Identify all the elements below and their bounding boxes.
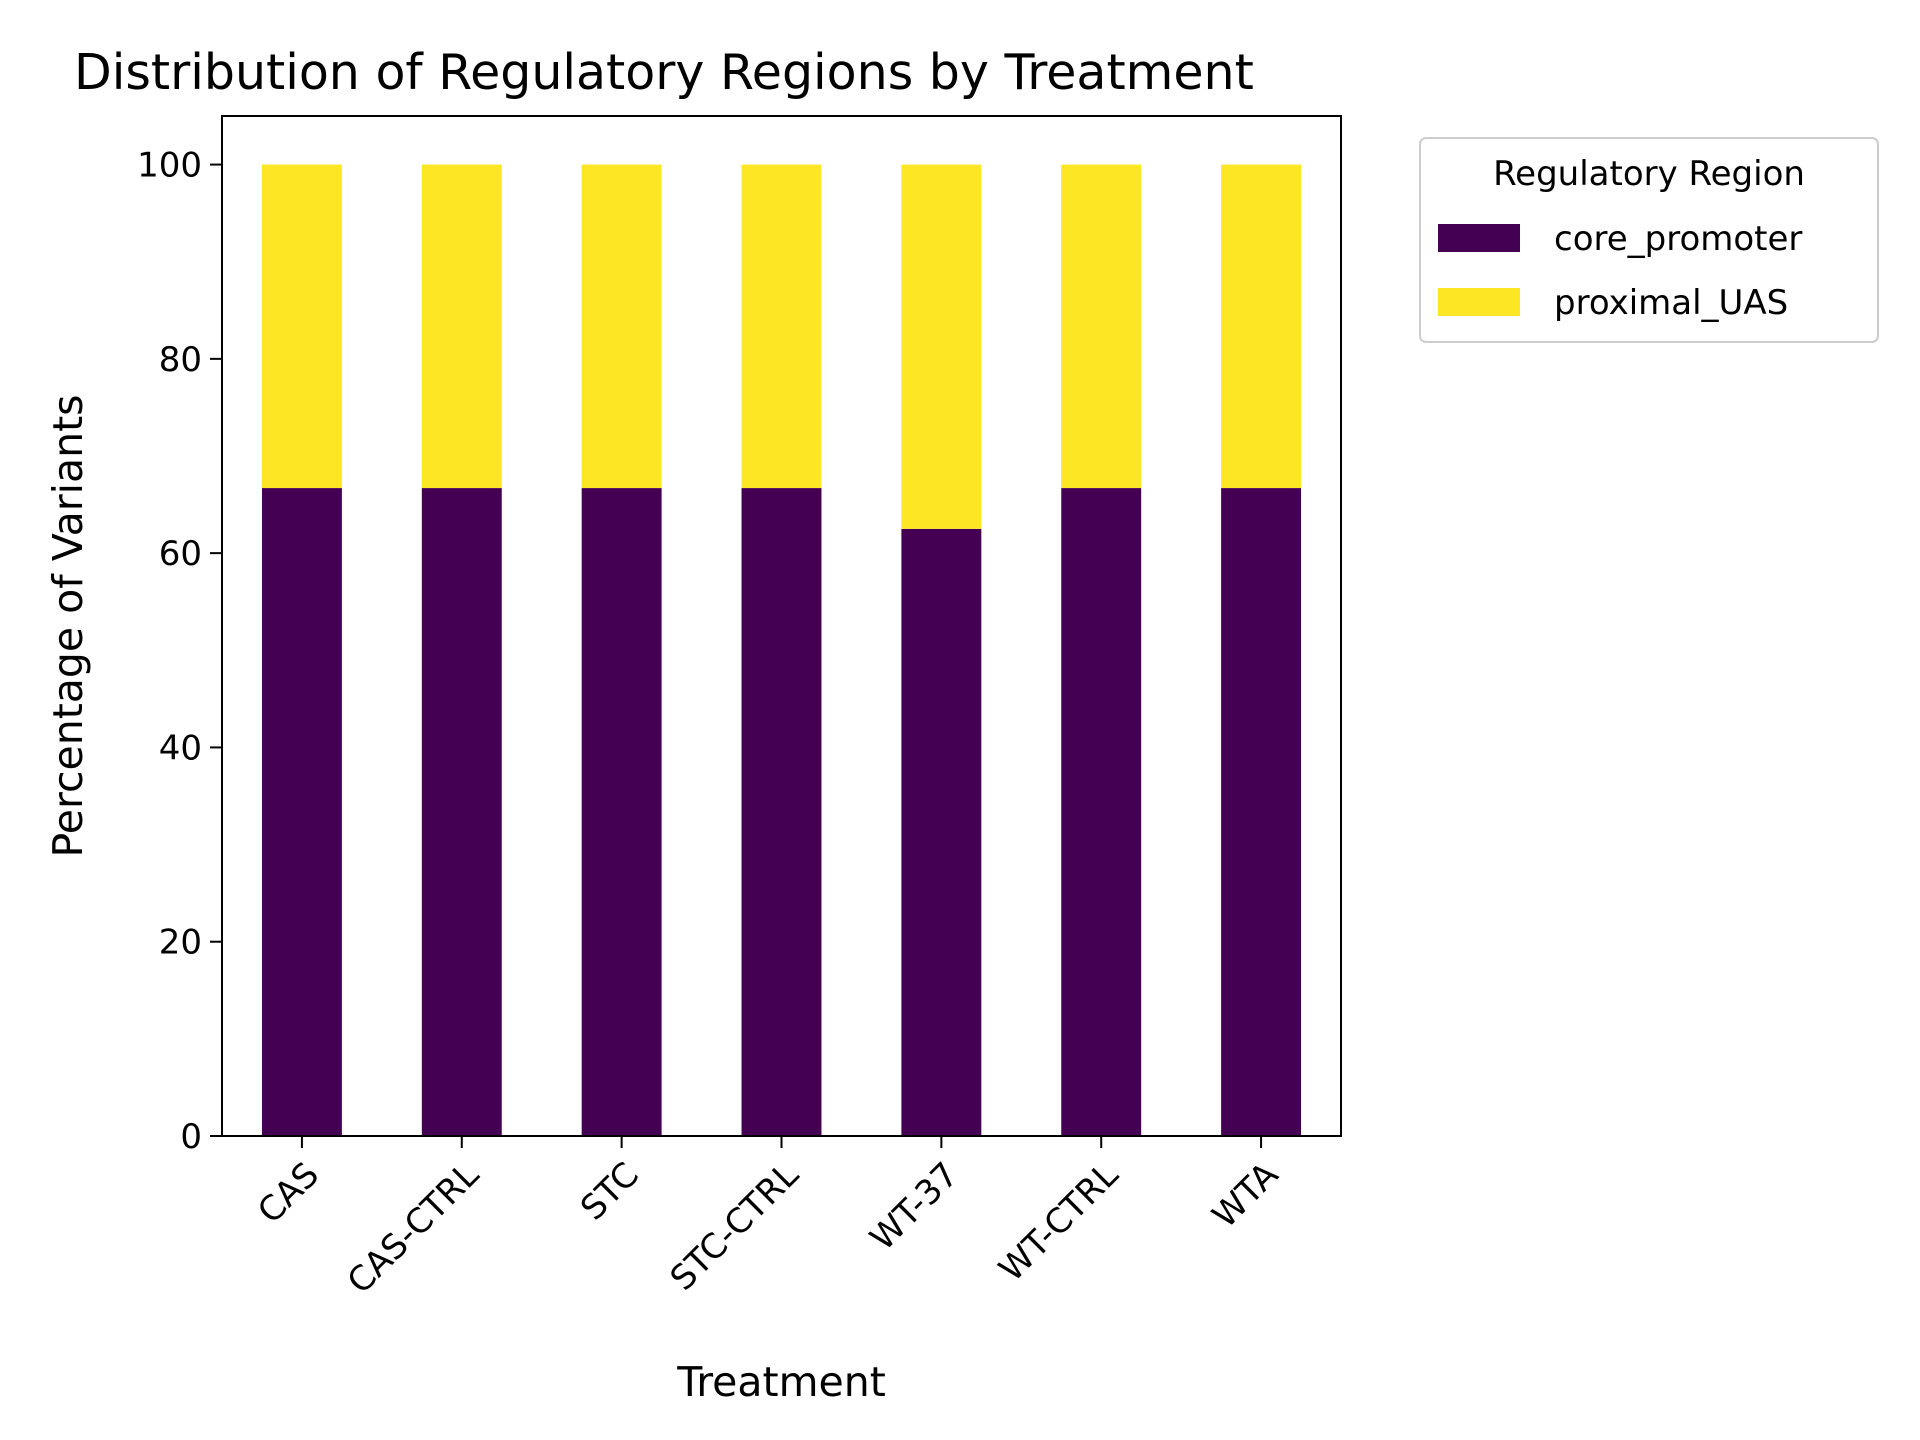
y-tick-label: 0: [180, 1117, 202, 1157]
bar-proximal_UAS-stc: [581, 164, 662, 489]
legend-label-core_promoter: core_promoter: [1554, 219, 1802, 259]
x-axis: CAS CAS-CTRL STC STC-CTRL WT-37 WT-CTRL WTA: [250, 1136, 1286, 1302]
bar-core_promoter-wta: [1221, 488, 1302, 1136]
legend-items: core_promoter proximal_UAS: [1438, 219, 1802, 323]
x-tick-label: WT-37: [863, 1155, 967, 1259]
x-tick-label: CAS: [250, 1155, 327, 1232]
bar-core_promoter-cas: [261, 488, 342, 1136]
bar-core_promoter-cas-ctrl: [421, 488, 502, 1136]
x-tick-label: WTA: [1205, 1155, 1286, 1236]
bars-group: [261, 164, 1302, 1136]
y-tick-label: 20: [159, 923, 202, 963]
y-tick-label: 100: [137, 146, 202, 186]
legend-title: Regulatory Region: [1493, 154, 1805, 194]
x-tick-label: STC-CTRL: [663, 1155, 807, 1299]
bar-proximal_UAS-wta: [1221, 164, 1302, 489]
chart-title: Distribution of Regulatory Regions by Tr…: [74, 44, 1254, 101]
legend-swatch-proximal_UAS: [1438, 288, 1520, 316]
y-tick-label: 80: [159, 340, 202, 380]
plot-frame: [221, 115, 1342, 1137]
x-axis-label: Treatment: [676, 1358, 886, 1406]
y-tick-label: 60: [159, 534, 202, 574]
x-tick-label: CAS-CTRL: [340, 1155, 487, 1302]
y-axis-label: Percentage of Variants: [44, 394, 92, 857]
y-tick-label: 40: [159, 728, 202, 768]
bar-core_promoter-stc: [581, 488, 662, 1136]
bar-proximal_UAS-cas-ctrl: [421, 164, 502, 489]
bar-proximal_UAS-wt-ctrl: [1061, 164, 1142, 489]
legend: Regulatory Region core_promoter proximal_…: [1419, 137, 1879, 343]
bar-proximal_UAS-stc-ctrl: [741, 164, 822, 489]
y-axis: 0 20 40 60 80 100: [137, 146, 222, 1157]
bar-core_promoter-wt-37: [901, 528, 982, 1136]
bar-core_promoter-wt-ctrl: [1061, 488, 1142, 1136]
legend-label-proximal_UAS: proximal_UAS: [1554, 283, 1788, 323]
legend-swatch-core_promoter: [1438, 224, 1520, 252]
x-tick-label: WT-CTRL: [992, 1155, 1127, 1290]
legend-box: [1419, 137, 1879, 343]
x-tick-label: STC: [573, 1155, 647, 1229]
bar-proximal_UAS-cas: [261, 164, 342, 489]
bar-core_promoter-stc-ctrl: [741, 488, 822, 1136]
bar-proximal_UAS-wt-37: [901, 164, 982, 529]
